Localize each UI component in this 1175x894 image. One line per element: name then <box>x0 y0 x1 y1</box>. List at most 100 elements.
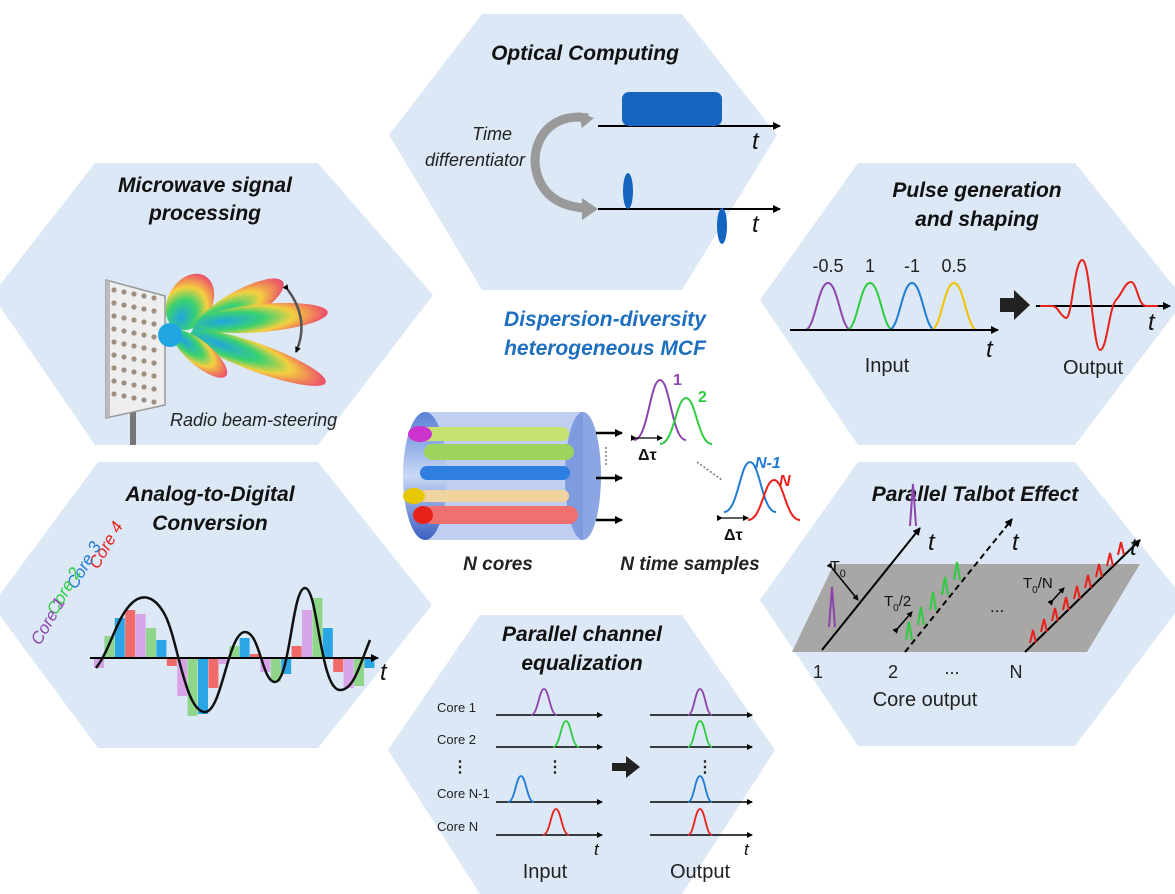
adc-sample-bar <box>156 640 167 658</box>
antenna-hole <box>111 339 117 345</box>
antenna-hole <box>131 304 137 310</box>
adc-sample-bar <box>177 658 188 696</box>
curved-arrow-icon <box>530 112 589 213</box>
antenna-hole <box>121 302 127 308</box>
sample-pulse-n <box>747 478 801 521</box>
eq-input-pulse <box>552 720 580 748</box>
pulse-label-2: 2 <box>698 389 707 406</box>
talbot-t-3: t <box>1130 534 1138 561</box>
antenna-hole <box>141 371 147 377</box>
hexagon-equalization <box>388 615 775 894</box>
curved-arrow-tail-icon <box>578 112 594 128</box>
microwave-caption: Radio beam-steering <box>170 410 337 430</box>
microwave-title-2: processing <box>148 202 261 225</box>
antenna-hole <box>121 328 127 334</box>
antenna-hole <box>141 319 147 325</box>
derivative-positive-spike <box>623 173 633 209</box>
adc-sample-bar <box>260 658 271 672</box>
talbot-t0-n: T0/N <box>1023 575 1053 596</box>
talbot-panel: Parallel Talbot Effect t t t T0 T0/2 T0/… <box>792 483 1141 711</box>
weight-3: -1 <box>904 256 920 276</box>
adc-sample-bar <box>239 638 250 658</box>
output-waveform <box>1040 258 1158 352</box>
antenna-hole <box>151 295 157 301</box>
rect-pulse <box>622 92 722 126</box>
equalization-panel: Parallel channel equalization Core 1 Cor… <box>437 623 753 883</box>
talbot-t0-label: T0 <box>830 559 846 580</box>
adc-sample-bar <box>281 658 292 674</box>
antenna-hole <box>141 345 147 351</box>
eq-title-2: equalization <box>521 652 642 675</box>
antenna-hole <box>141 293 147 299</box>
eq-output-pulse <box>687 720 713 748</box>
eq-row-dots: ⋮ <box>452 759 468 776</box>
microwave-title-1: Microwave signal <box>118 174 293 197</box>
eq-input-t: t <box>594 840 600 859</box>
talbot-t0-half: T0/2 <box>884 593 911 614</box>
eq-channel-lines <box>496 688 753 838</box>
talbot-title: Parallel Talbot Effect <box>872 483 1080 506</box>
eq-row-1: Core 1 <box>437 700 476 715</box>
eq-input-pulse <box>530 688 558 716</box>
antenna-hole <box>141 397 147 403</box>
adc-panel: Analog-to-Digital Conversion t Core 4 Co… <box>27 483 388 716</box>
sample-pulse-2 <box>659 396 713 445</box>
eq-row-n: Core N <box>437 819 478 834</box>
antenna-hole <box>131 369 137 375</box>
pulse-gen-output-label: Output <box>1063 357 1123 379</box>
antenna-hole <box>121 354 127 360</box>
eq-output-dots: ⋮ <box>697 759 713 776</box>
talbot-pulse <box>1029 629 1037 644</box>
talbot-pulse <box>1084 574 1092 589</box>
antenna-hole <box>111 391 117 397</box>
antenna-hole <box>151 334 157 340</box>
talbot-pulse <box>1040 618 1048 633</box>
talbot-tick-1: 1 <box>813 662 823 682</box>
time-differentiator-label-2: differentiator <box>425 150 526 170</box>
antenna-hole <box>111 326 117 332</box>
antenna-hole <box>121 393 127 399</box>
antenna-hole <box>131 317 137 323</box>
n-time-samples-label: N time samples <box>620 554 759 575</box>
antenna-hole <box>121 341 127 347</box>
antenna-hole <box>131 395 137 401</box>
antenna-hole <box>111 352 117 358</box>
antenna-hole <box>151 373 157 379</box>
talbot-pulse <box>917 606 925 626</box>
hexagon-optical-computing <box>389 14 777 290</box>
adc-sample-bar <box>250 654 260 658</box>
optical-computing-title: Optical Computing <box>491 42 679 65</box>
steering-arrow-icon <box>282 284 303 353</box>
weight-1: -0.5 <box>812 256 843 276</box>
adc-axis-t: t <box>380 659 388 686</box>
eq-row-2: Core 2 <box>437 732 476 747</box>
adc-title-2: Conversion <box>152 512 268 535</box>
antenna-hole <box>131 291 137 297</box>
adc-sample-bar <box>322 628 333 658</box>
pulse-gen-input-t: t <box>986 336 994 363</box>
talbot-pulses <box>828 483 1125 644</box>
talbot-pulse <box>909 483 917 527</box>
antenna-hole <box>111 287 117 293</box>
antenna-holes <box>111 287 157 405</box>
talbot-tick-n: N <box>1010 662 1023 682</box>
adc-sample-bar <box>333 658 344 672</box>
antenna-hole <box>141 332 147 338</box>
sample-pulse-1 <box>633 378 687 441</box>
talbot-pulse <box>941 576 949 596</box>
talbot-t-1: t <box>928 529 936 556</box>
talbot-pulse <box>1117 541 1125 556</box>
eq-row-n1: Core N-1 <box>437 786 490 801</box>
talbot-pulse <box>1095 563 1103 578</box>
antenna-hole <box>151 386 157 392</box>
antenna-hole <box>121 380 127 386</box>
antenna-hole <box>131 356 137 362</box>
antenna-hole <box>121 315 127 321</box>
adc-sample-bar <box>135 614 146 658</box>
input-pulses <box>804 281 978 331</box>
antenna-hole <box>141 358 147 364</box>
pulse-gen-arrow-icon <box>1000 290 1030 320</box>
adc-sample-bar <box>302 610 312 658</box>
adc-sample-bar <box>270 658 281 682</box>
